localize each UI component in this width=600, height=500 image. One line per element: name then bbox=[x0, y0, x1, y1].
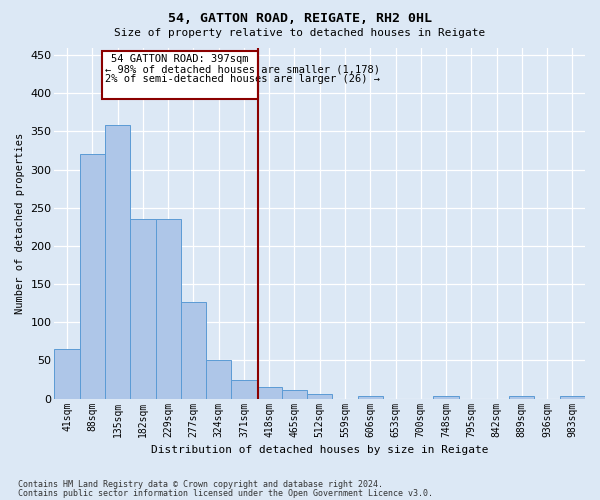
Text: Size of property relative to detached houses in Reigate: Size of property relative to detached ho… bbox=[115, 28, 485, 38]
Bar bbox=[206, 360, 232, 399]
Y-axis label: Number of detached properties: Number of detached properties bbox=[15, 132, 25, 314]
Bar bbox=[80, 154, 105, 398]
Bar bbox=[181, 302, 206, 398]
Bar bbox=[509, 396, 535, 398]
Text: 54 GATTON ROAD: 397sqm: 54 GATTON ROAD: 397sqm bbox=[112, 54, 249, 64]
X-axis label: Distribution of detached houses by size in Reigate: Distribution of detached houses by size … bbox=[151, 445, 488, 455]
Bar bbox=[55, 349, 80, 399]
Bar bbox=[155, 220, 181, 398]
Bar bbox=[257, 387, 282, 398]
Text: ← 98% of detached houses are smaller (1,178): ← 98% of detached houses are smaller (1,… bbox=[105, 64, 380, 74]
Text: Contains public sector information licensed under the Open Government Licence v3: Contains public sector information licen… bbox=[18, 488, 433, 498]
Bar bbox=[560, 396, 585, 398]
Bar bbox=[307, 394, 332, 398]
Text: 2% of semi-detached houses are larger (26) →: 2% of semi-detached houses are larger (2… bbox=[105, 74, 380, 84]
Bar bbox=[105, 126, 130, 398]
Bar bbox=[433, 396, 458, 398]
Text: Contains HM Land Registry data © Crown copyright and database right 2024.: Contains HM Land Registry data © Crown c… bbox=[18, 480, 383, 489]
Bar bbox=[130, 220, 155, 398]
Bar bbox=[282, 390, 307, 398]
Bar bbox=[103, 52, 258, 100]
Text: 54, GATTON ROAD, REIGATE, RH2 0HL: 54, GATTON ROAD, REIGATE, RH2 0HL bbox=[168, 12, 432, 26]
Bar bbox=[358, 396, 383, 398]
Bar bbox=[232, 380, 257, 398]
